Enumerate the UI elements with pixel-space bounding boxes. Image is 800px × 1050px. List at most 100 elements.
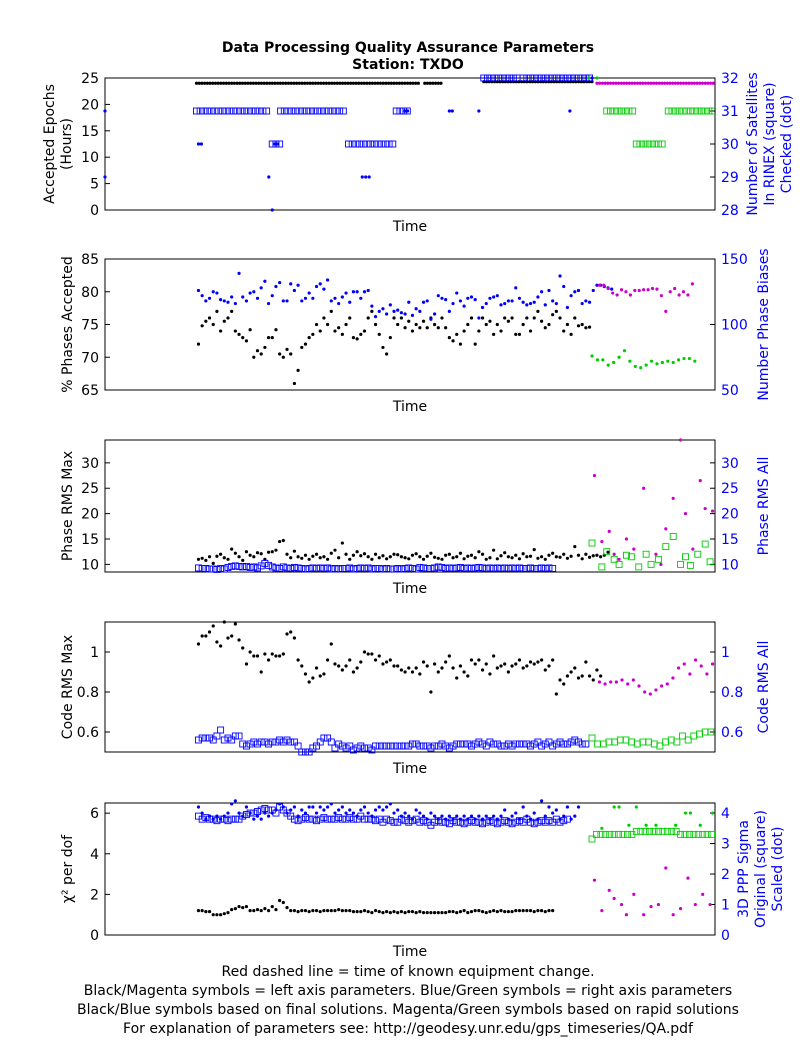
data-point bbox=[328, 107, 336, 115]
data-point bbox=[204, 107, 212, 115]
data-point bbox=[643, 690, 647, 694]
data-point bbox=[215, 107, 223, 115]
data-point bbox=[274, 548, 278, 552]
data-point bbox=[318, 910, 322, 914]
y-tick-label-right: 31 bbox=[721, 104, 739, 120]
data-point bbox=[307, 805, 311, 809]
data-point bbox=[207, 316, 212, 320]
data-point bbox=[693, 658, 698, 662]
data-point bbox=[592, 473, 597, 478]
data-point bbox=[477, 814, 481, 818]
data-point bbox=[226, 316, 230, 320]
data-point bbox=[240, 81, 245, 85]
data-point bbox=[270, 294, 274, 298]
data-point bbox=[337, 664, 341, 668]
data-point bbox=[266, 814, 271, 818]
data-point bbox=[270, 81, 274, 85]
data-point bbox=[305, 748, 313, 756]
data-point bbox=[695, 81, 699, 85]
data-point bbox=[447, 336, 451, 340]
data-point bbox=[321, 107, 329, 115]
data-point bbox=[504, 740, 512, 748]
data-point bbox=[300, 556, 304, 560]
data-point bbox=[239, 812, 247, 820]
data-point bbox=[486, 738, 494, 746]
data-point bbox=[455, 911, 459, 915]
data-point bbox=[503, 551, 507, 555]
data-point bbox=[248, 553, 252, 557]
data-point bbox=[658, 140, 666, 148]
data-point bbox=[303, 342, 308, 346]
data-point bbox=[296, 555, 300, 559]
data-point bbox=[412, 565, 420, 573]
data-point bbox=[200, 634, 204, 638]
data-point bbox=[521, 909, 525, 913]
data-point bbox=[480, 910, 485, 914]
data-point bbox=[324, 734, 332, 742]
data-point bbox=[314, 107, 321, 115]
data-point bbox=[414, 808, 418, 812]
data-point bbox=[370, 304, 374, 308]
data-point bbox=[414, 911, 418, 915]
data-point bbox=[442, 564, 450, 572]
data-point bbox=[204, 319, 208, 323]
data-point bbox=[414, 552, 418, 556]
data-point bbox=[372, 742, 380, 750]
data-point bbox=[252, 355, 256, 359]
data-point bbox=[671, 676, 675, 680]
data-point bbox=[584, 326, 588, 330]
data-point bbox=[302, 107, 310, 115]
x-axis-label: Time bbox=[392, 581, 427, 597]
data-point bbox=[521, 666, 525, 670]
data-point bbox=[466, 554, 470, 558]
data-point bbox=[246, 740, 254, 748]
data-point bbox=[692, 81, 696, 85]
y-tick-label-right: 25 bbox=[721, 481, 739, 497]
data-point bbox=[361, 744, 368, 752]
data-point bbox=[532, 811, 536, 815]
data-point bbox=[387, 81, 391, 85]
data-point bbox=[292, 909, 296, 913]
data-point bbox=[351, 290, 356, 294]
data-point bbox=[480, 74, 488, 82]
data-point bbox=[484, 322, 488, 327]
data-point bbox=[606, 286, 610, 291]
data-point bbox=[233, 799, 237, 803]
data-point bbox=[425, 81, 430, 85]
data-point bbox=[495, 294, 499, 298]
data-point bbox=[612, 552, 616, 556]
data-point bbox=[233, 622, 237, 626]
data-point bbox=[388, 303, 392, 307]
data-point bbox=[338, 81, 342, 85]
data-point bbox=[209, 736, 217, 744]
data-point bbox=[654, 552, 658, 556]
data-point bbox=[416, 81, 420, 85]
data-point bbox=[514, 553, 518, 557]
data-point bbox=[684, 81, 688, 85]
data-point bbox=[534, 74, 542, 82]
data-point bbox=[279, 563, 287, 571]
data-point bbox=[565, 556, 570, 560]
data-point bbox=[651, 140, 659, 148]
data-point bbox=[294, 817, 302, 825]
data-point bbox=[451, 556, 455, 560]
data-point bbox=[563, 815, 571, 823]
data-point bbox=[582, 740, 590, 748]
data-point bbox=[311, 805, 315, 809]
data-point bbox=[376, 81, 380, 85]
data-point bbox=[267, 175, 271, 179]
data-point bbox=[591, 554, 595, 558]
data-point bbox=[370, 81, 374, 85]
data-point bbox=[510, 316, 514, 320]
data-point bbox=[385, 805, 389, 809]
data-point bbox=[403, 811, 407, 815]
data-point bbox=[488, 319, 492, 323]
data-point bbox=[314, 284, 319, 289]
data-point bbox=[436, 294, 440, 298]
y-tick-label-left: 0 bbox=[90, 203, 99, 219]
data-point bbox=[517, 332, 522, 336]
data-point bbox=[569, 670, 573, 674]
data-point bbox=[597, 680, 601, 684]
data-point bbox=[468, 742, 475, 750]
data-point bbox=[571, 736, 579, 744]
